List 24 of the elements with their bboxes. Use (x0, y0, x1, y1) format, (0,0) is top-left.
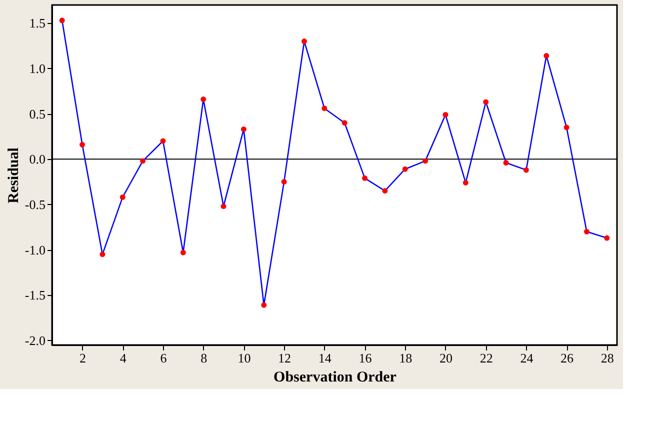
x-tick-label: 2 (80, 350, 86, 366)
y-tick-label: 0.0 (29, 152, 46, 167)
y-tick-label: 1.0 (29, 60, 46, 76)
x-tick-label: 8 (200, 350, 208, 366)
y-tick-label: -0.5 (24, 196, 46, 212)
y-tick-label: 1.5 (29, 16, 46, 31)
x-tick-label: 20 (439, 350, 452, 366)
x-tick-label: 6 (160, 350, 168, 366)
y-tick-label: 0.5 (29, 106, 46, 122)
x-tick-label: 24 (520, 350, 534, 366)
y-axis-title: Residual (6, 148, 22, 204)
y-tick-label: -1.0 (24, 242, 46, 258)
x-tick-label: 10 (238, 350, 251, 366)
x-axis-title: Observation Order (274, 370, 397, 386)
x-tick-label: 18 (399, 350, 412, 366)
y-tick-label: -1.5 (24, 288, 46, 303)
x-tick-label: 16 (358, 350, 372, 366)
y-tick-label: -2.0 (24, 332, 46, 348)
x-tick-label: 12 (278, 350, 292, 366)
x-tick-label: 4 (120, 350, 127, 366)
x-tick-label: 22 (480, 350, 493, 366)
x-tick-label: 28 (600, 350, 614, 366)
x-tick-label: 26 (560, 350, 574, 366)
x-tick-label: 14 (318, 350, 332, 366)
